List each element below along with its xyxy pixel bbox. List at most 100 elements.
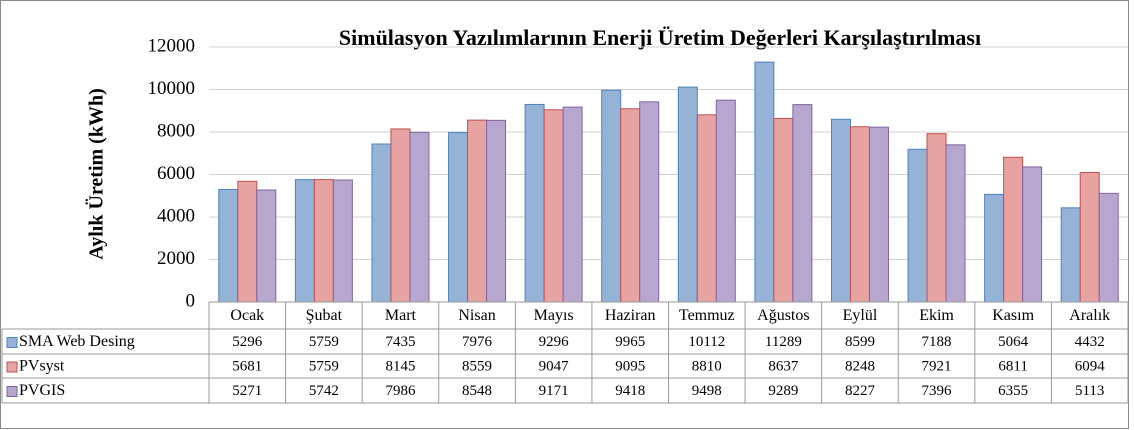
table-value: 7435: [385, 334, 415, 350]
table-value: 7976: [462, 334, 493, 350]
bar: [409, 131, 430, 303]
bar: [773, 117, 794, 303]
bar: [524, 103, 545, 303]
table-value: 9296: [539, 334, 570, 350]
x-tick-label: Nisan: [458, 307, 495, 324]
table-value: 7921: [922, 358, 952, 374]
y-tick-label: 6000: [157, 163, 195, 184]
bar: [1003, 156, 1024, 303]
table-value: 5271: [232, 383, 262, 399]
x-tick-label: Ocak: [230, 307, 264, 324]
y-axis-label: Aylık Üretim (kWh): [85, 88, 108, 259]
table-value: 6094: [1075, 358, 1106, 374]
table-value: 8559: [462, 358, 492, 374]
table-value: 8599: [845, 334, 875, 350]
table-value: 5759: [309, 358, 339, 374]
table-value: 9047: [539, 358, 570, 374]
bar: [715, 99, 736, 303]
bar: [390, 128, 411, 303]
bar: [218, 188, 239, 303]
table-value: 5113: [1075, 383, 1104, 399]
table-value: 8145: [385, 358, 415, 374]
table-value: 8637: [768, 358, 799, 374]
bar: [868, 126, 889, 303]
table-value: 5296: [232, 334, 263, 350]
legend-label: PVsyst: [19, 358, 65, 375]
table-value: 7188: [922, 334, 952, 350]
bar: [849, 126, 870, 303]
y-tick-label: 10000: [148, 78, 196, 99]
table-value: 9418: [615, 383, 645, 399]
x-tick-label: Eylül: [843, 307, 878, 324]
y-tick-label: 2000: [157, 248, 195, 269]
y-tick-label: 12000: [148, 35, 196, 56]
bar: [294, 179, 315, 303]
bar: [639, 101, 660, 303]
bar: [1079, 172, 1100, 303]
y-tick-label: 8000: [157, 120, 195, 141]
bar: [1060, 207, 1081, 303]
bar: [601, 89, 622, 303]
table-value: 5759: [309, 334, 339, 350]
x-tick-label: Ağustos: [757, 307, 809, 324]
bar: [562, 106, 583, 303]
bar: [907, 148, 928, 303]
table-value: 8810: [692, 358, 722, 374]
x-tick-label: Ekim: [919, 307, 954, 324]
legend-key: [6, 337, 18, 348]
table-value: 8548: [462, 383, 492, 399]
bar: [1098, 192, 1119, 303]
bar: [677, 86, 698, 303]
table-value: 4432: [1075, 334, 1105, 350]
table-value: 9965: [615, 334, 645, 350]
bar: [984, 193, 1005, 303]
bar: [313, 179, 334, 303]
chart-title: Simülasyon Yazılımlarının Enerji Üretim …: [339, 25, 981, 50]
table-value: 6811: [998, 358, 1027, 374]
x-tick-label: Şubat: [306, 307, 343, 324]
bar: [448, 132, 469, 303]
bar: [371, 143, 392, 303]
table-value: 5742: [309, 383, 339, 399]
bar: [696, 114, 717, 303]
bar: [486, 119, 507, 303]
x-tick-label: Kasım: [992, 307, 1034, 324]
bar: [792, 104, 813, 303]
x-tick-label: Temmuz: [679, 307, 735, 324]
bar: [945, 144, 966, 303]
legend-label: SMA Web Desing: [19, 333, 135, 350]
x-tick-label: Mayıs: [534, 307, 574, 324]
bar: [830, 118, 851, 303]
table-value: 8227: [845, 383, 876, 399]
table-value: 9498: [692, 383, 722, 399]
bar: [1022, 166, 1043, 303]
bar: [754, 61, 775, 303]
bar: [237, 180, 258, 303]
table-value: 10112: [688, 334, 725, 350]
x-tick-label: Aralık: [1069, 307, 1110, 324]
bar: [332, 179, 353, 303]
x-tick-label: Haziran: [605, 307, 656, 324]
table-value: 9289: [768, 383, 798, 399]
y-tick-label: 4000: [157, 205, 195, 226]
table-value: 6355: [998, 383, 1028, 399]
table-value: 7396: [922, 383, 953, 399]
bar: [467, 119, 488, 303]
legend-label: PVGIS: [19, 382, 65, 399]
table-value: 8248: [845, 358, 875, 374]
y-tick-label: 0: [186, 290, 196, 311]
table-value: 5681: [232, 358, 262, 374]
bar: [256, 189, 277, 303]
x-tick-label: Mart: [385, 307, 417, 324]
bar: [620, 108, 641, 303]
table-value: 11289: [765, 334, 802, 350]
table-value: 7986: [385, 383, 416, 399]
legend-key: [6, 361, 18, 373]
table-value: 5064: [998, 334, 1029, 350]
table-value: 9095: [615, 358, 645, 374]
legend-key: [6, 386, 18, 397]
bar: [543, 109, 564, 303]
table-value: 9171: [539, 383, 569, 399]
bar: [926, 133, 947, 303]
